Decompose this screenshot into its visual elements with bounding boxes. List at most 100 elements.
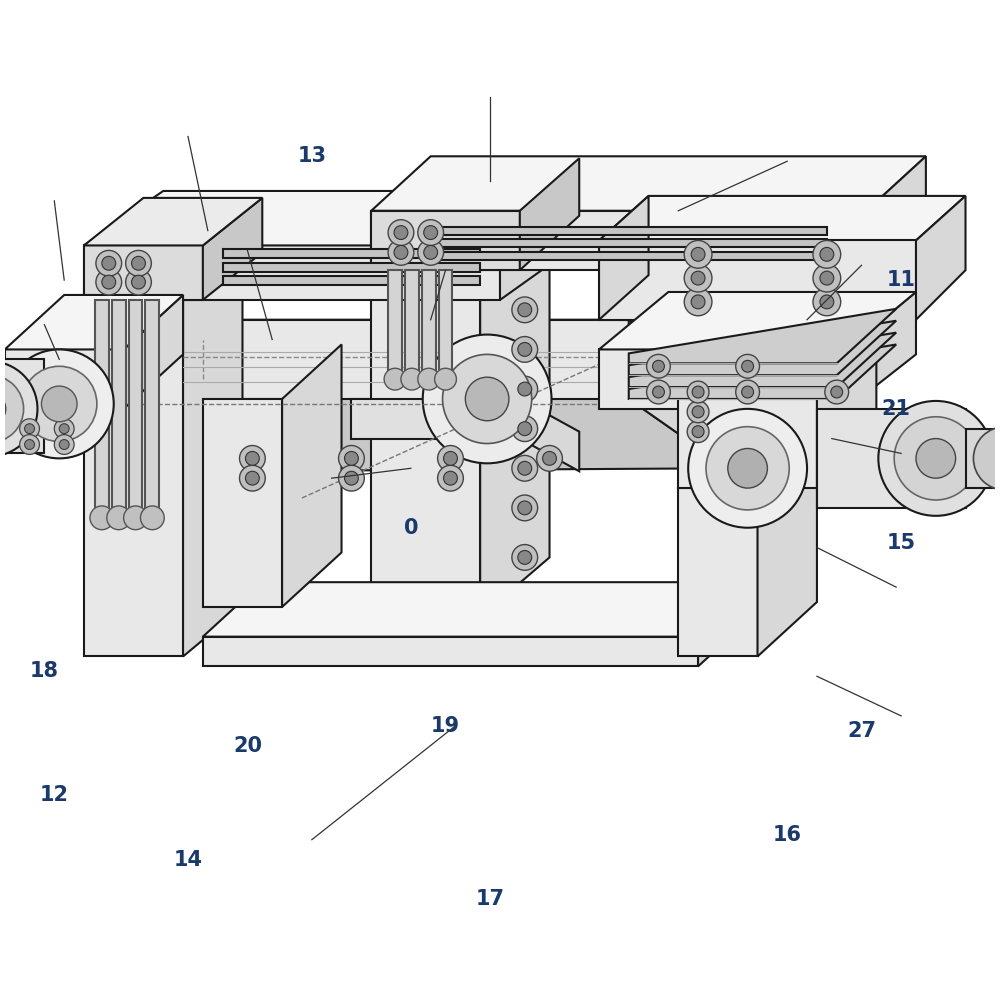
Circle shape: [653, 361, 664, 373]
Circle shape: [438, 465, 463, 491]
Polygon shape: [84, 191, 579, 245]
Polygon shape: [500, 191, 579, 300]
Polygon shape: [84, 300, 183, 656]
Polygon shape: [223, 276, 480, 285]
Polygon shape: [183, 250, 242, 656]
Polygon shape: [678, 345, 876, 399]
Circle shape: [339, 445, 364, 471]
Circle shape: [512, 297, 538, 323]
Polygon shape: [698, 583, 758, 666]
Polygon shape: [599, 350, 847, 409]
Circle shape: [54, 434, 74, 454]
Text: 16: 16: [773, 825, 802, 845]
Polygon shape: [282, 345, 342, 607]
Circle shape: [126, 269, 151, 295]
Polygon shape: [371, 211, 520, 270]
Circle shape: [465, 377, 509, 420]
Circle shape: [647, 355, 670, 378]
Circle shape: [728, 448, 767, 488]
Circle shape: [820, 295, 834, 309]
Circle shape: [41, 386, 77, 421]
Polygon shape: [95, 300, 109, 518]
Circle shape: [894, 416, 977, 500]
Circle shape: [5, 350, 114, 458]
Circle shape: [647, 380, 670, 404]
Circle shape: [124, 506, 147, 530]
Text: 18: 18: [30, 661, 59, 681]
Text: 27: 27: [847, 721, 876, 741]
Circle shape: [424, 226, 438, 239]
Circle shape: [691, 271, 705, 285]
Text: 14: 14: [174, 850, 203, 870]
Polygon shape: [431, 252, 827, 260]
Circle shape: [394, 245, 408, 259]
Circle shape: [512, 415, 538, 441]
Polygon shape: [124, 295, 183, 409]
Polygon shape: [371, 211, 550, 270]
Circle shape: [692, 425, 704, 437]
Polygon shape: [351, 399, 520, 438]
Circle shape: [512, 495, 538, 521]
Circle shape: [388, 220, 414, 245]
Circle shape: [102, 275, 116, 289]
Circle shape: [736, 355, 759, 378]
Polygon shape: [112, 300, 126, 518]
Circle shape: [245, 471, 259, 485]
Circle shape: [240, 465, 265, 491]
Polygon shape: [431, 239, 827, 247]
Circle shape: [418, 239, 444, 265]
Circle shape: [384, 369, 406, 390]
Circle shape: [916, 438, 956, 478]
Circle shape: [518, 501, 532, 515]
Text: 0: 0: [404, 518, 418, 538]
Circle shape: [0, 375, 24, 442]
Circle shape: [20, 418, 39, 438]
Polygon shape: [916, 196, 966, 320]
Circle shape: [684, 240, 712, 268]
Circle shape: [518, 303, 532, 317]
Text: 13: 13: [297, 146, 326, 166]
Polygon shape: [817, 345, 876, 488]
Circle shape: [831, 386, 843, 398]
Circle shape: [820, 271, 834, 285]
Polygon shape: [439, 270, 452, 379]
Polygon shape: [371, 156, 926, 211]
Circle shape: [240, 445, 265, 471]
Circle shape: [418, 220, 444, 245]
Circle shape: [132, 256, 145, 270]
Polygon shape: [599, 240, 916, 320]
Circle shape: [444, 471, 457, 485]
Circle shape: [688, 409, 807, 528]
Circle shape: [537, 445, 562, 471]
Circle shape: [443, 355, 532, 443]
Circle shape: [684, 288, 712, 316]
Circle shape: [512, 455, 538, 481]
Polygon shape: [84, 245, 500, 300]
Circle shape: [543, 451, 556, 465]
Circle shape: [518, 461, 532, 475]
Circle shape: [140, 506, 164, 530]
Circle shape: [742, 386, 754, 398]
Text: 19: 19: [431, 716, 460, 736]
Polygon shape: [678, 488, 758, 656]
Circle shape: [825, 380, 849, 404]
Circle shape: [518, 421, 532, 435]
Circle shape: [973, 426, 1000, 490]
Polygon shape: [5, 295, 183, 350]
Circle shape: [90, 506, 114, 530]
Circle shape: [706, 426, 789, 510]
Polygon shape: [520, 158, 579, 270]
Text: 11: 11: [887, 270, 916, 290]
Polygon shape: [104, 399, 728, 471]
Polygon shape: [84, 245, 203, 300]
Circle shape: [424, 245, 438, 259]
Circle shape: [692, 386, 704, 398]
Polygon shape: [5, 350, 124, 409]
Circle shape: [96, 269, 122, 295]
Circle shape: [435, 369, 456, 390]
Circle shape: [691, 295, 705, 309]
Polygon shape: [678, 399, 817, 488]
Circle shape: [742, 361, 754, 373]
Circle shape: [438, 445, 463, 471]
Circle shape: [691, 247, 705, 261]
